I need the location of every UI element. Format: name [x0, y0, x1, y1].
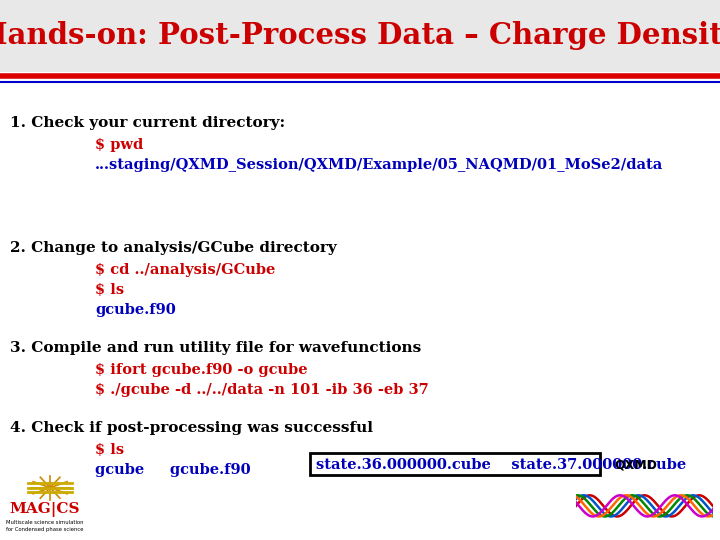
- Text: Multiscale science simulation: Multiscale science simulation: [6, 520, 84, 525]
- Text: state.36.000000.cube    state.37.000000.cube: state.36.000000.cube state.37.000000.cub…: [316, 458, 686, 472]
- Text: 1. Check your current directory:: 1. Check your current directory:: [10, 116, 285, 130]
- Text: gcube.f90: gcube.f90: [95, 303, 176, 317]
- Text: MAG|CS: MAG|CS: [10, 502, 80, 517]
- Text: 3. Compile and run utility file for wavefunctions: 3. Compile and run utility file for wave…: [10, 341, 421, 355]
- Text: 4. Check if post-processing was successful: 4. Check if post-processing was successf…: [10, 421, 373, 435]
- Text: ...staging/QXMD_Session/QXMD/Example/05_NAQMD/01_MoSe2/data: ...staging/QXMD_Session/QXMD/Example/05_…: [95, 158, 663, 172]
- Text: $ pwd: $ pwd: [95, 138, 143, 152]
- Bar: [310, 453, 600, 475]
- Text: $ ifort gcube.f90 -o gcube: $ ifort gcube.f90 -o gcube: [95, 363, 307, 377]
- Text: $ cd ../analysis/GCube: $ cd ../analysis/GCube: [95, 263, 275, 277]
- Text: $ ls: $ ls: [95, 443, 124, 457]
- Text: for Condensed phase science: for Condensed phase science: [6, 527, 84, 532]
- Text: 2. Change to analysis/GCube directory: 2. Change to analysis/GCube directory: [10, 241, 337, 255]
- Text: QXMD: QXMD: [614, 458, 657, 471]
- Text: $ ./gcube -d ../../data -n 101 -ib 36 -eb 37: $ ./gcube -d ../../data -n 101 -ib 36 -e…: [95, 383, 428, 397]
- Text: $ ls: $ ls: [95, 283, 124, 297]
- Bar: [0, 0, 720, 72]
- Text: gcube     gcube.f90: gcube gcube.f90: [95, 463, 251, 477]
- Text: Hands-on: Post-Process Data – Charge Density: Hands-on: Post-Process Data – Charge Den…: [0, 22, 720, 51]
